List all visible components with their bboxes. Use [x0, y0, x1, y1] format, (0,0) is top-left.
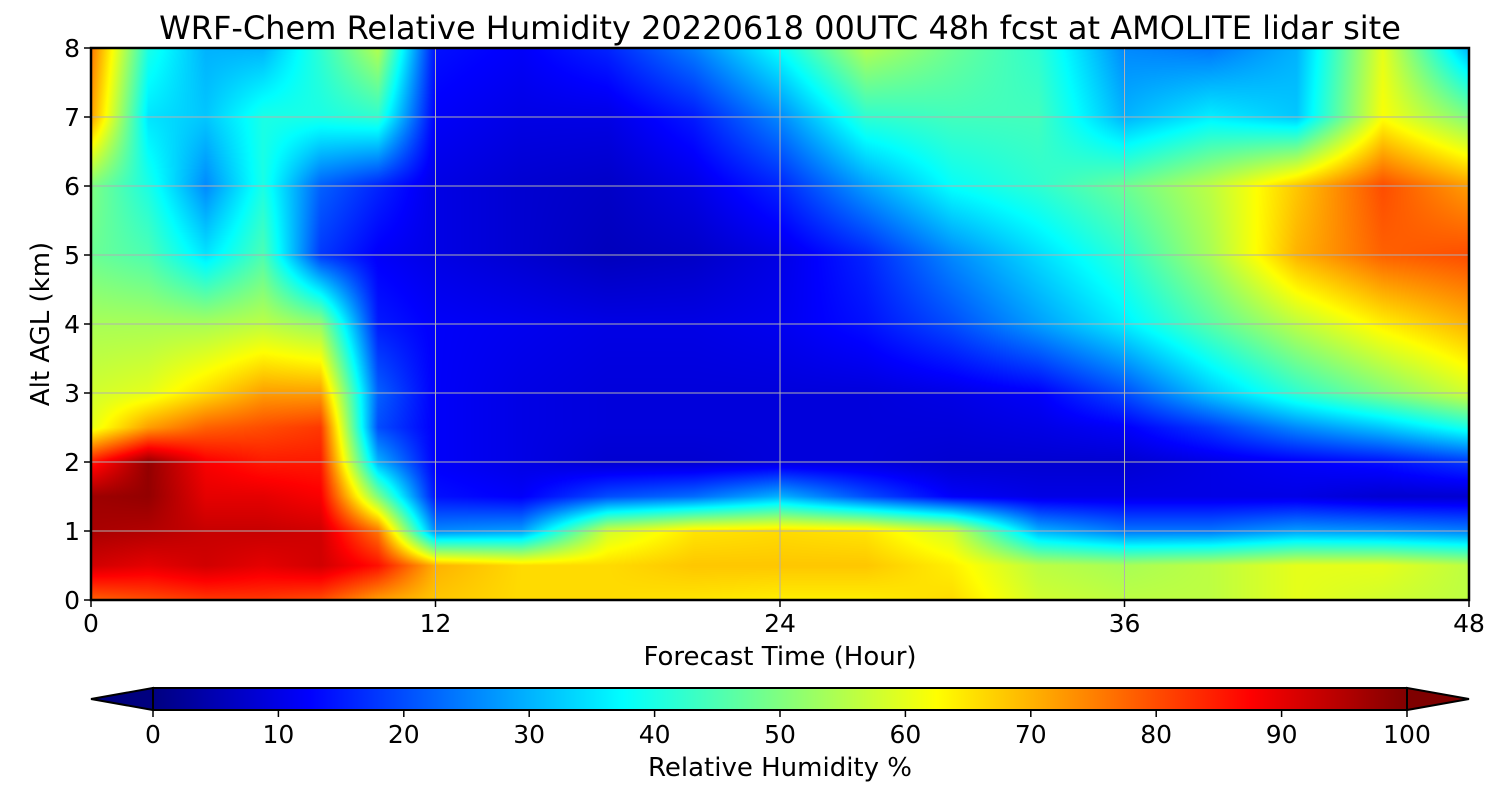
colorbar-tick-label: 0 [145, 720, 161, 749]
colorbar-tick-label: 10 [262, 720, 294, 749]
y-tick-label: 7 [64, 103, 80, 132]
colorbar-ticks: 0 10 20 30 40 50 60 70 80 90 100 [145, 710, 1431, 749]
x-axis-ticks: 0 12 24 36 48 [83, 600, 1485, 638]
colorbar-tick-label: 50 [764, 720, 796, 749]
y-tick-label: 2 [64, 448, 80, 477]
colorbar-tick-label: 20 [388, 720, 420, 749]
x-tick-label: 0 [83, 609, 99, 638]
colorbar-tick-label: 30 [513, 720, 545, 749]
y-tick-label: 1 [64, 517, 80, 546]
y-tick-label: 8 [64, 34, 80, 63]
y-tick-label: 3 [64, 379, 80, 408]
y-axis-label: Alt AGL (km) [26, 242, 56, 406]
grid-lines [91, 48, 1469, 600]
colorbar-tick-label: 60 [889, 720, 921, 749]
colorbar-label: Relative Humidity % [648, 753, 912, 783]
y-tick-label: 0 [64, 586, 80, 615]
y-tick-label: 5 [64, 241, 80, 270]
colorbar-tick-label: 100 [1383, 720, 1431, 749]
colorbar-tick-label: 80 [1140, 720, 1172, 749]
colorbar-tick-label: 40 [639, 720, 671, 749]
y-axis-ticks: 0 1 2 3 4 5 6 7 8 [64, 34, 91, 615]
colorbar-extend-high [1406, 686, 1470, 712]
colorbar: 0 10 20 30 40 50 60 70 80 90 100 Relative Humidity… [90, 686, 1470, 783]
x-tick-label: 24 [764, 609, 796, 638]
x-axis-label: Forecast Time (Hour) [643, 642, 916, 672]
colorbar-tick-label: 90 [1266, 720, 1298, 749]
x-tick-label: 12 [420, 609, 452, 638]
x-tick-label: 48 [1453, 609, 1485, 638]
colorbar-extend-low [90, 686, 154, 712]
chart-title: WRF-Chem Relative Humidity 20220618 00UT… [159, 9, 1401, 47]
y-tick-label: 6 [64, 172, 80, 201]
colorbar-gradient [152, 687, 1408, 711]
x-tick-label: 36 [1109, 609, 1141, 638]
colorbar-tick-label: 70 [1015, 720, 1047, 749]
plot-area [89, 46, 1471, 602]
y-tick-label: 4 [64, 310, 80, 339]
